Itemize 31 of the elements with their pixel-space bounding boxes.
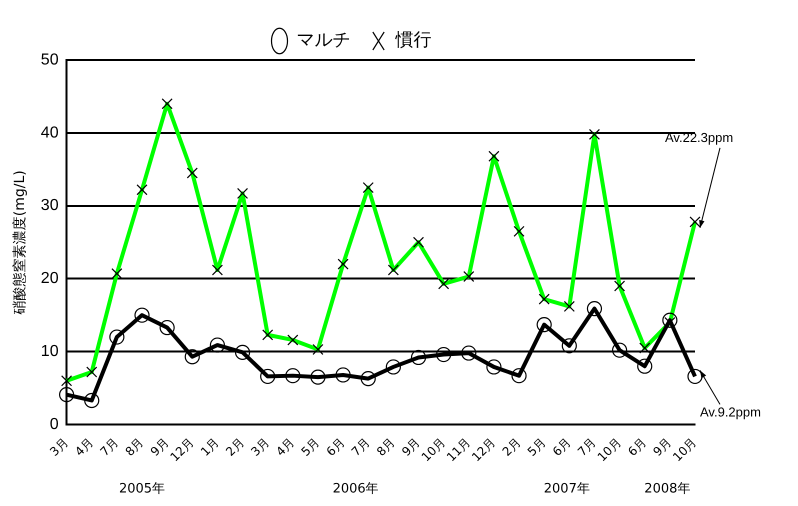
y-tick-label: 30 <box>40 197 59 214</box>
x-tick-label: 8月 <box>122 435 146 459</box>
legend-label: 慣行 <box>394 30 432 51</box>
text: 2007年 <box>544 481 590 496</box>
x-tick-label: 5月 <box>524 435 549 459</box>
x-tick-label: 5月 <box>298 435 322 459</box>
x-tick-label: 3月 <box>47 435 71 459</box>
annotation: Av.22.3ppm <box>665 130 734 145</box>
y-axis-title: 硝酸態窒素濃度(mg/L) <box>12 170 28 316</box>
x-tick-label: 2月 <box>223 435 247 459</box>
y-tick-label: 0 <box>50 416 59 433</box>
x-tick-label: 3月 <box>248 435 272 459</box>
x-tick-label: 6月 <box>324 435 348 459</box>
y-tick-label: 50 <box>40 51 59 68</box>
x-tick-label: 6月 <box>625 435 650 459</box>
x-tick-label: 2月 <box>500 435 524 459</box>
x-tick-label: 7月 <box>97 435 122 459</box>
x-tick-label: 8月 <box>374 435 398 459</box>
y-tick-label: 40 <box>40 124 59 142</box>
text: 2005年 <box>118 481 166 496</box>
y-tick-label: 10 <box>40 343 59 360</box>
text: 2008年 <box>644 481 690 496</box>
x-tick-label: 7月 <box>348 435 373 459</box>
y-tick-label: 20 <box>40 270 59 288</box>
text: 2006年 <box>332 481 379 496</box>
x-tick-label: 4月 <box>273 435 298 459</box>
x-tick-label: 6月 <box>550 435 574 459</box>
legend-label: マルチ <box>296 30 350 51</box>
text: Av.9.2ppm <box>700 404 761 420</box>
x-tick-label: 4月 <box>72 435 96 459</box>
x-tick-label: 1月 <box>198 435 222 459</box>
